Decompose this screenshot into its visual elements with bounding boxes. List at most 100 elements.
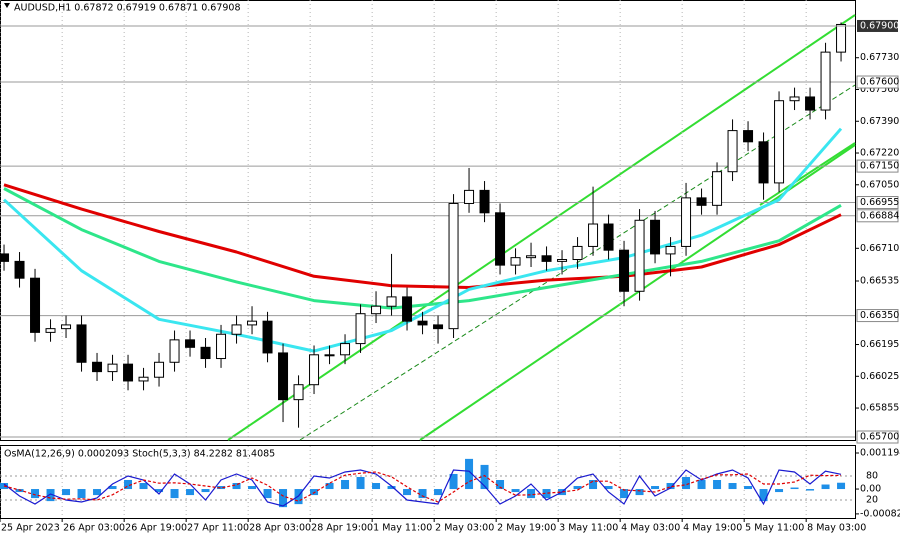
- x-tick-label: 8 May 03:00: [807, 523, 866, 534]
- level-label: 0.67600: [860, 77, 899, 88]
- level-label: 0.67150: [860, 161, 899, 172]
- candle-body: [805, 96, 816, 111]
- x-tick-label: 26 Apr 03:00: [63, 523, 125, 534]
- x-tick-label: 2 May 03:00: [435, 523, 494, 534]
- osma-bar: [232, 483, 241, 490]
- moving-average-line: [3, 183, 842, 289]
- x-tick-label: 4 May 19:00: [683, 523, 742, 534]
- level-label-box: [856, 159, 899, 173]
- candle-body: [774, 100, 785, 184]
- candle-body: [572, 245, 583, 261]
- y-tick-label: 0.66535: [860, 276, 899, 287]
- candle-body: [30, 277, 41, 333]
- channel-upper: [227, 14, 856, 441]
- level-label: 0.65700: [860, 432, 899, 443]
- y-tick-label: 0.67050: [860, 179, 899, 190]
- osma-bar: [682, 476, 691, 490]
- osma-bar: [403, 489, 412, 496]
- moving-average-line: [2, 127, 843, 353]
- osma-bar: [201, 489, 210, 493]
- osma-bar: [465, 458, 474, 490]
- current-price-box: [857, 19, 898, 32]
- candle-body: [820, 51, 831, 111]
- x-tick-label: 2 May 19:00: [497, 523, 556, 534]
- candle-body: [231, 324, 242, 335]
- candle-body: [123, 363, 134, 382]
- candle-body: [448, 202, 459, 330]
- candle-body: [324, 354, 335, 357]
- candle-body: [293, 384, 304, 401]
- candle-body: [417, 320, 428, 326]
- y-tick-label: 0.67220: [860, 148, 899, 159]
- x-tick-label: 27 Apr 11:00: [187, 523, 249, 534]
- y-tick-label: 0.65855: [860, 403, 899, 414]
- candle-body: [92, 361, 103, 373]
- osma-bar: [806, 489, 815, 491]
- osma-bar: [77, 489, 86, 499]
- current-price-label: 0.67900: [860, 20, 899, 31]
- osma-bar: [124, 479, 133, 490]
- osma-bar: [713, 479, 722, 490]
- level-label: 0.66884: [860, 210, 899, 221]
- osma-bar: [434, 489, 443, 496]
- candle-body: [541, 255, 552, 262]
- y-tick-label: -0.000824: [860, 508, 900, 519]
- candle-body: [309, 354, 320, 386]
- osma-bar: [372, 483, 381, 490]
- osma-bar: [170, 489, 179, 499]
- osma-bar: [387, 486, 396, 490]
- candle-body: [262, 320, 273, 354]
- osma-bar: [356, 476, 365, 490]
- osma-bar: [496, 479, 505, 490]
- candle-body: [479, 189, 490, 214]
- level-label-box: [856, 309, 899, 323]
- level-label-box: [856, 430, 899, 444]
- candle-body: [789, 96, 800, 102]
- candle-body: [696, 197, 707, 206]
- x-tick-label: 1 May 11:00: [373, 523, 432, 534]
- osma-bar: [573, 486, 582, 490]
- stochastic-line: [3, 471, 842, 503]
- osma-bar: [604, 486, 613, 490]
- candle-body: [14, 260, 25, 279]
- osma-bar: [480, 464, 489, 490]
- channel-inner: [759, 142, 856, 206]
- candle-body: [634, 219, 645, 292]
- osma-bar: [542, 489, 551, 499]
- candle-body: [557, 259, 568, 262]
- level-label: 0.66350: [860, 310, 899, 321]
- osma-bar: [341, 479, 350, 490]
- candle-body: [200, 346, 211, 360]
- candle-body: [76, 324, 87, 363]
- y-tick-label: 0.67730: [860, 52, 899, 63]
- osma-bar: [139, 483, 148, 490]
- x-tick-label: 26 Apr 19:00: [125, 523, 187, 534]
- chart-title: AUDUSD,H1 0.67872 0.67919 0.67871 0.6790…: [14, 3, 241, 14]
- osma-bar: [418, 489, 427, 499]
- candle-body: [247, 320, 258, 326]
- osma-bar: [744, 486, 753, 490]
- candle-body: [278, 352, 289, 401]
- osma-bar: [108, 486, 117, 490]
- candle-body: [619, 249, 630, 292]
- osma-bar: [635, 489, 644, 496]
- osma-bar: [620, 489, 629, 499]
- candle-body: [0, 253, 10, 262]
- osma-bar: [279, 489, 288, 508]
- osma-bar: [666, 483, 675, 490]
- osma-bar: [759, 489, 768, 502]
- osma-bar: [589, 479, 598, 490]
- osma-bar: [697, 479, 706, 490]
- osma-bar: [217, 486, 226, 490]
- candle-body: [464, 189, 475, 204]
- osma-bar: [821, 484, 830, 490]
- osma-bar: [728, 483, 737, 490]
- candle-body: [510, 257, 521, 266]
- candle-body: [758, 141, 769, 184]
- osma-bar: [155, 489, 164, 493]
- candle-body: [216, 333, 227, 360]
- candle-body: [402, 296, 413, 322]
- candle-body: [603, 223, 614, 251]
- y2-tick-label: 20: [866, 495, 878, 506]
